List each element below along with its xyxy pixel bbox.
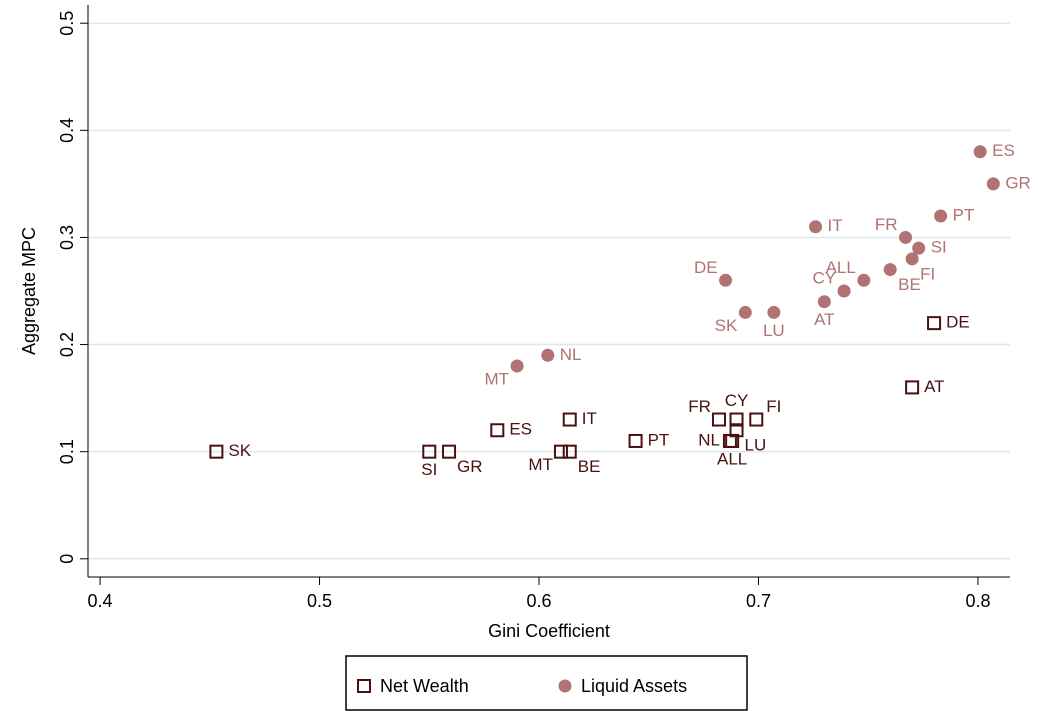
point [817, 295, 831, 309]
point [725, 433, 740, 448]
y-axis-title: Aggregate MPC [19, 227, 39, 355]
point-label: CY [812, 268, 836, 287]
point-label: FI [766, 397, 781, 416]
point-label: DE [946, 313, 970, 332]
point-label: LU [763, 321, 785, 340]
point-label: ALL [717, 449, 747, 468]
point-label: DE [694, 258, 718, 277]
point [809, 220, 823, 234]
point [837, 284, 851, 298]
legend-label: Liquid Assets [581, 676, 687, 696]
point-label: AT [924, 377, 944, 396]
point-label: FR [875, 215, 898, 234]
y-tick-label: 0 [57, 554, 77, 564]
point [749, 412, 764, 427]
point [553, 444, 568, 459]
x-tick-label: 0.4 [88, 591, 113, 611]
point [905, 380, 920, 395]
point-label: ES [992, 141, 1015, 160]
point-label: SI [931, 238, 947, 257]
x-tick-label: 0.5 [307, 591, 332, 611]
x-axis-title: Gini Coefficient [488, 621, 610, 641]
point [738, 305, 752, 319]
point-label: ES [509, 420, 532, 439]
y-tick-label: 0.3 [57, 225, 77, 250]
point [490, 423, 505, 438]
point-label: SI [421, 460, 437, 479]
point [541, 348, 555, 362]
point [857, 273, 871, 287]
point [729, 412, 744, 427]
point [927, 316, 942, 331]
point-label: SK [715, 316, 738, 335]
point-label: FR [688, 397, 711, 416]
point [510, 359, 524, 373]
point [719, 273, 733, 287]
point-label: LU [745, 436, 767, 455]
legend-box [345, 655, 748, 711]
point [628, 433, 643, 448]
point [422, 444, 437, 459]
point-label: ALL [826, 258, 856, 277]
point [986, 177, 1000, 191]
point-label: MT [485, 369, 510, 388]
point-label: FI [920, 264, 935, 283]
point-label: MT [528, 455, 553, 474]
legend-marker [357, 679, 371, 693]
point [729, 423, 744, 438]
legend-marker [558, 679, 572, 693]
legend-label: Net Wealth [380, 676, 469, 696]
point-label: BE [898, 275, 921, 294]
point-label: NL [698, 430, 720, 449]
y-tick-label: 0.1 [57, 439, 77, 464]
x-tick-label: 0.6 [526, 591, 551, 611]
point-label: IT [582, 409, 597, 428]
point [912, 241, 926, 255]
point [899, 230, 913, 244]
point-label: AT [814, 310, 834, 329]
point [209, 444, 224, 459]
point [711, 412, 726, 427]
point-label: PT [648, 430, 670, 449]
point [562, 444, 577, 459]
point [767, 305, 781, 319]
x-tick-label: 0.8 [965, 591, 990, 611]
point [934, 209, 948, 223]
point-label: BE [578, 457, 601, 476]
point-label: CY [725, 391, 749, 410]
point [883, 263, 897, 277]
x-tick-label: 0.7 [746, 591, 771, 611]
point-label: PT [953, 206, 975, 225]
point-label: SK [228, 441, 251, 460]
y-tick-label: 0.4 [57, 118, 77, 143]
point [973, 145, 987, 159]
point [905, 252, 919, 266]
point [562, 412, 577, 427]
y-tick-label: 0.2 [57, 332, 77, 357]
point-label: GR [457, 457, 483, 476]
point-label: IT [828, 216, 843, 235]
y-tick-label: 0.5 [57, 11, 77, 36]
point-label: NL [560, 345, 582, 364]
point-label: GR [1005, 173, 1031, 192]
point [442, 444, 457, 459]
